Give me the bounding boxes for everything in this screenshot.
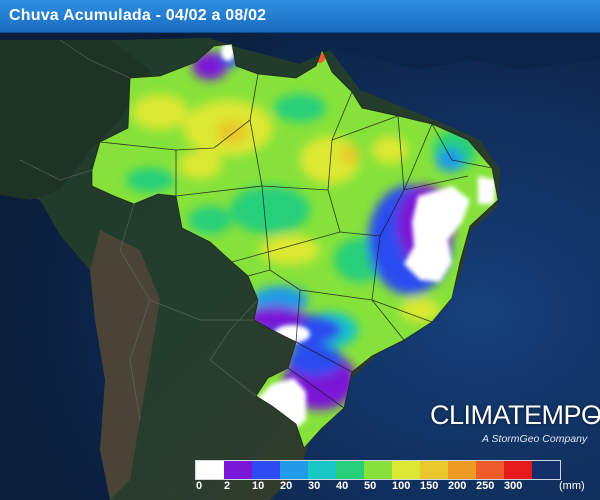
legend-label: 200	[448, 480, 467, 492]
legend-label: 10	[252, 480, 265, 492]
rainfall-legend: 0 2 10 20 30 40 50 100 150 200 250 300 (mm)	[195, 458, 595, 498]
legend-swatch	[420, 461, 448, 479]
legend-swatch	[364, 461, 392, 479]
legend-label: 150	[420, 480, 439, 492]
legend-unit: (mm)	[559, 480, 585, 492]
legend-label: 30	[308, 480, 321, 492]
logo-dash	[588, 416, 598, 418]
legend-swatch	[336, 461, 364, 479]
legend-label: 40	[336, 480, 349, 492]
legend-label: 250	[476, 480, 495, 492]
rainfall-map	[0, 33, 600, 500]
legend-label: 20	[280, 480, 293, 492]
logo-tagline: A StormGeo Company	[482, 433, 588, 445]
legend-color-scale	[195, 460, 561, 480]
legend-swatch	[392, 461, 420, 479]
legend-swatch	[532, 461, 560, 479]
climatempo-logo: CLIMATEMPO A StormGeo Company	[430, 400, 600, 450]
andes-north	[0, 40, 150, 200]
legend-label: 0	[196, 480, 203, 492]
legend-swatch	[280, 461, 308, 479]
north-atlantic	[0, 33, 600, 70]
andes-south	[90, 230, 160, 500]
legend-label: 50	[364, 480, 377, 492]
country-borders	[19, 39, 259, 421]
page-title: Chuva Acumulada - 04/02 a 08/02	[9, 7, 267, 24]
legend-swatch	[504, 461, 532, 479]
legend-swatch	[308, 461, 336, 479]
legend-swatch	[448, 461, 476, 479]
legend-swatch	[252, 461, 280, 479]
logo-brand: CLIMATEMPO	[430, 400, 600, 430]
legend-label: 100	[392, 480, 411, 492]
title-bar: Chuva Acumulada - 04/02 a 08/02	[0, 0, 600, 33]
legend-label: 300	[504, 480, 523, 492]
state-boundaries	[91, 43, 499, 449]
legend-swatch	[196, 461, 224, 479]
legend-label: 2	[224, 480, 231, 492]
legend-swatch	[476, 461, 504, 479]
legend-swatch	[224, 461, 252, 479]
